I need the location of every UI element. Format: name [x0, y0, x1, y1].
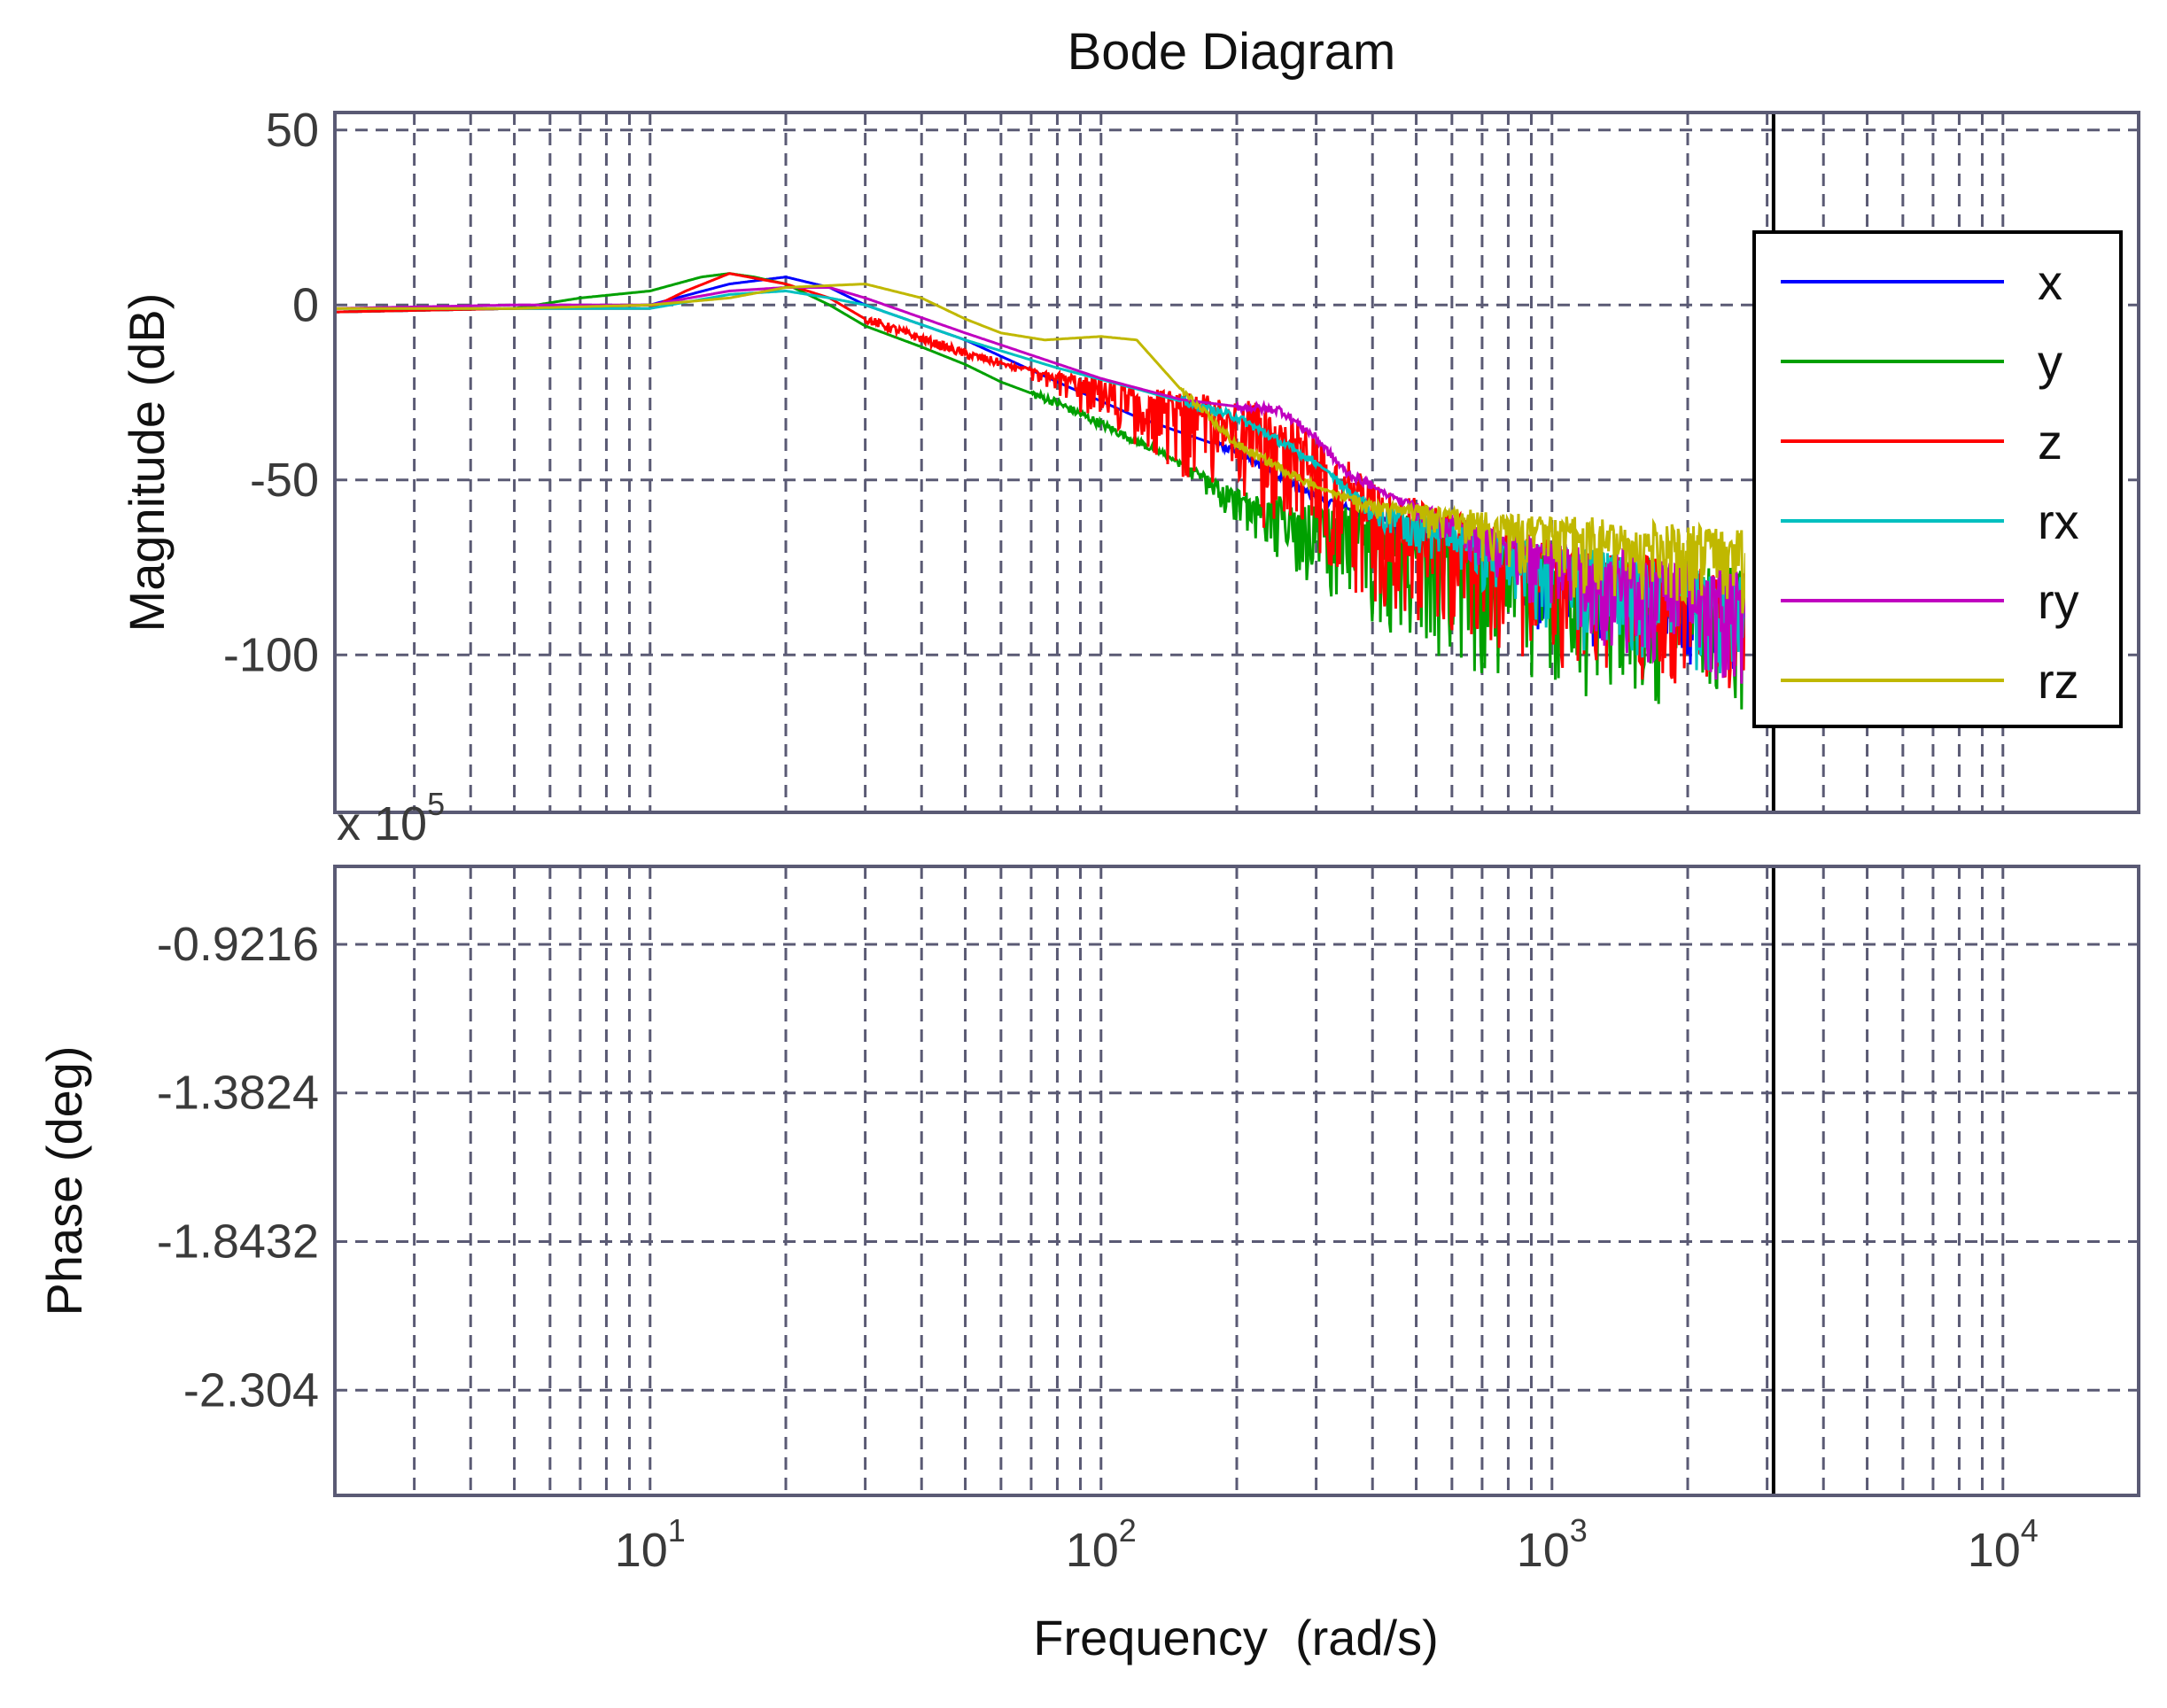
phase-ytick-label: -1.3824 [157, 1067, 319, 1120]
chart-title: Bode Diagram [1068, 23, 1396, 81]
magnitude-ytick-label: 50 [266, 104, 319, 157]
legend-label-z: z [2038, 414, 2062, 470]
legend-label-ry: ry [2038, 573, 2079, 629]
magnitude-y-ticks: 50 0 -50 -100 [223, 104, 319, 682]
xtick-label: 103 [1517, 1512, 1588, 1577]
legend-label-x: x [2038, 254, 2062, 310]
legend-label-rz: rz [2038, 653, 2079, 709]
x-axis-label: Frequency (rad/s) [1033, 1610, 1439, 1665]
phase-ytick-label: -1.8432 [157, 1215, 319, 1269]
phase-ytick-label: -2.304 [183, 1363, 319, 1417]
magnitude-series [335, 272, 1745, 710]
magnitude-ytick-label: -100 [223, 628, 319, 681]
xtick-label: 102 [1066, 1512, 1137, 1577]
legend-label-rx: rx [2038, 493, 2079, 549]
xtick-label: 101 [615, 1512, 686, 1577]
phase-axes-frame [333, 865, 2140, 1497]
magnitude-ylabel: Magnitude (dB) [119, 293, 175, 633]
phase-y-ticks: -0.9216 -1.3824 -1.8432 -2.304 [157, 918, 319, 1417]
phase-ylabel: Phase (deg) [36, 1045, 92, 1316]
series-line-rz [335, 283, 1745, 614]
x-ticks: 101 102 103 104 [615, 1512, 2039, 1577]
phase-grid [333, 866, 2140, 1495]
magnitude-ytick-label: 0 [292, 278, 319, 331]
magnitude-ytick-label: -50 [250, 454, 319, 507]
legend: xyz rx ry rz [1752, 230, 2123, 728]
legend-box [1752, 230, 2123, 728]
legend-label-y: y [2038, 334, 2062, 390]
phase-ytick-label: -0.9216 [157, 918, 319, 971]
phase-multiplier-exp: 5 [427, 786, 445, 822]
xtick-label: 104 [1968, 1512, 2039, 1577]
phase-multiplier: x 105 [337, 786, 445, 850]
magnitude-axes-frame [333, 111, 2140, 814]
